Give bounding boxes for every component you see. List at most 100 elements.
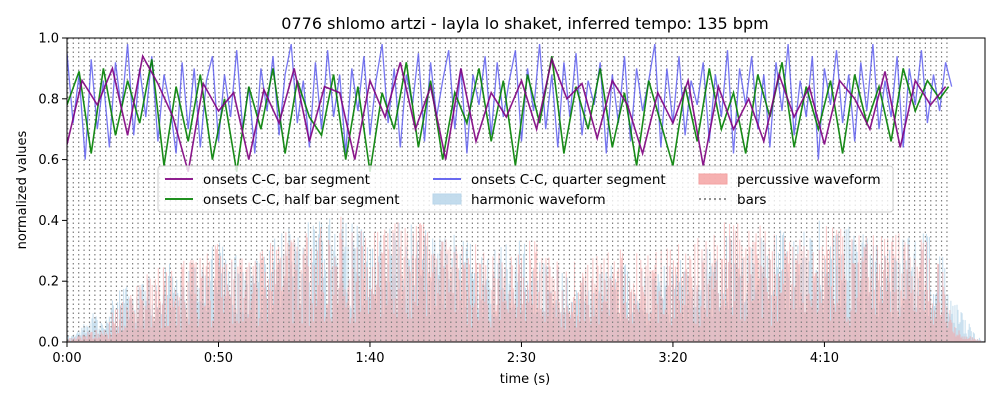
percussive-spike	[968, 338, 970, 342]
percussive-spike	[689, 256, 691, 342]
percussive-spike	[490, 327, 492, 342]
percussive-spike	[485, 265, 487, 342]
percussive-spike	[938, 264, 940, 342]
percussive-spike	[563, 308, 565, 342]
percussive-spike	[495, 311, 497, 342]
harmonic-spike	[232, 304, 234, 342]
percussive-spike	[728, 223, 731, 342]
percussive-spike	[595, 288, 597, 342]
percussive-spike	[312, 321, 314, 342]
percussive-spike	[194, 293, 196, 342]
percussive-spike	[306, 237, 308, 342]
percussive-spike	[182, 267, 184, 342]
harmonic-spike	[160, 314, 162, 342]
percussive-spike	[161, 304, 163, 342]
harmonic-spike	[849, 246, 851, 342]
percussive-spike	[958, 330, 960, 342]
percussive-spike	[947, 328, 949, 342]
percussive-spike	[860, 279, 862, 342]
harmonic-spike	[680, 260, 682, 342]
percussive-spike	[928, 258, 930, 342]
percussive-spike	[190, 259, 192, 342]
harmonic-spike	[124, 303, 126, 342]
percussive-spike	[773, 234, 775, 342]
harmonic-spike	[956, 304, 958, 342]
harmonic-spike	[84, 326, 86, 342]
percussive-spike	[751, 301, 753, 342]
percussive-spike	[602, 301, 604, 342]
percussive-spike	[716, 245, 718, 342]
percussive-spike	[569, 318, 571, 342]
percussive-spike	[447, 249, 449, 342]
percussive-spike	[930, 319, 933, 342]
percussive-spike	[667, 285, 669, 342]
percussive-spike	[245, 270, 247, 342]
percussive-spike	[824, 276, 826, 342]
percussive-spike	[431, 254, 433, 342]
percussive-spike	[124, 325, 126, 342]
percussive-spike	[261, 250, 263, 342]
percussive-spike	[581, 282, 583, 342]
harmonic-spike	[258, 263, 260, 342]
harmonic-spike	[706, 248, 708, 342]
percussive-spike	[119, 319, 121, 342]
percussive-spike	[189, 262, 191, 342]
percussive-spike	[76, 338, 78, 342]
percussive-spike	[366, 267, 368, 342]
percussive-spike	[952, 331, 954, 342]
y-tick-label: 0.4	[38, 214, 59, 229]
percussive-spike	[964, 339, 966, 342]
percussive-spike	[367, 313, 369, 342]
percussive-spike	[798, 264, 800, 342]
percussive-spike	[946, 306, 948, 342]
percussive-spike	[553, 279, 555, 342]
harmonic-spike	[107, 323, 109, 342]
harmonic-spike	[964, 320, 966, 342]
harmonic-spike	[775, 235, 777, 342]
percussive-spike	[360, 231, 362, 342]
percussive-spike	[229, 295, 231, 342]
percussive-spike	[549, 266, 551, 342]
percussive-spike	[682, 305, 684, 342]
percussive-spike	[909, 257, 911, 342]
harmonic-spike	[354, 248, 356, 342]
percussive-spike	[402, 290, 404, 342]
percussive-spike	[276, 249, 278, 342]
percussive-spike	[899, 316, 901, 342]
percussive-spike	[562, 314, 564, 342]
percussive-spike	[505, 300, 507, 342]
percussive-spike	[178, 306, 180, 342]
percussive-spike	[152, 316, 154, 342]
percussive-spike	[175, 289, 177, 342]
percussive-spike	[775, 296, 777, 342]
percussive-spike	[352, 268, 354, 342]
percussive-spike	[97, 333, 99, 342]
percussive-spike	[622, 304, 624, 342]
percussive-spike	[744, 320, 746, 342]
percussive-spike	[723, 222, 725, 342]
percussive-spike	[742, 275, 744, 342]
percussive-spike	[536, 243, 538, 342]
percussive-spike	[965, 336, 967, 342]
percussive-spike	[105, 332, 107, 342]
harmonic-spike	[967, 329, 969, 342]
percussive-spike	[301, 323, 303, 342]
percussive-spike	[131, 298, 133, 342]
percussive-spike	[638, 312, 640, 342]
percussive-spike	[921, 249, 923, 342]
percussive-spike	[424, 291, 426, 342]
percussive-spike	[128, 319, 130, 342]
percussive-spike	[455, 245, 457, 342]
percussive-spike	[517, 254, 519, 342]
percussive-spike	[90, 332, 92, 342]
percussive-spike	[95, 329, 97, 342]
percussive-spike	[606, 288, 608, 342]
percussive-spike	[794, 286, 796, 342]
percussive-spike	[915, 312, 917, 342]
percussive-spike	[971, 337, 973, 342]
harmonic-spike	[913, 253, 915, 342]
percussive-spike	[748, 230, 750, 342]
percussive-spike	[629, 281, 631, 342]
percussive-spike	[246, 267, 248, 342]
